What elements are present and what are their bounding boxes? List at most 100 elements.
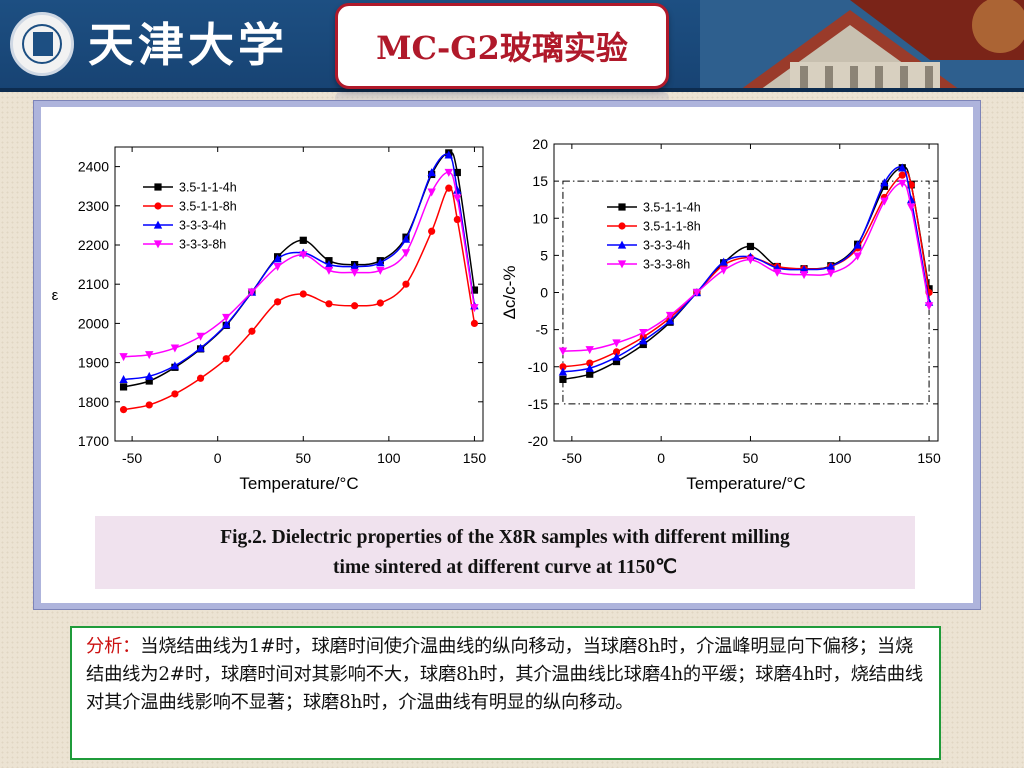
data-point-3-3-3-8h [222,313,231,322]
data-point-3-3-3-8h [826,269,836,278]
data-point-3-3-3-4h [401,234,411,243]
chart-1-frame [114,146,484,442]
chart-1: -50 0 50 100 150 1700 1800 1900 2000 2100 2200 2300… [52,146,487,493]
data-point-3.5-1-1-8h [325,300,333,308]
legend-label: 3-3-3-4h [643,239,690,253]
series-line-3-3-3-8h [562,182,930,352]
data-point-3-3-3-4h [222,320,231,329]
caption-line-1: Fig.2. Dielectric properties of the X8R … [220,526,790,548]
x-tick-label: 150 [463,450,487,466]
x-tick-label: -50 [122,450,142,466]
data-point-3-3-3-8h [880,197,889,206]
data-point-3-3-3-8h [376,266,385,275]
y-tick-label: 2100 [78,276,109,292]
data-point-3.5-1-1-4h [470,286,479,294]
data-point-3.5-1-1-4h [639,340,647,349]
data-point-3-3-3-8h [427,188,436,197]
data-point-3.5-1-1-4h [880,182,889,190]
legend-label: 3-3-3-4h [179,219,226,233]
data-point-3-3-3-4h [196,343,205,352]
data-point-3-3-3-4h [324,260,334,269]
data-point-3.5-1-1-8h [222,355,230,363]
x-tick-label: 100 [828,450,852,466]
y-tick-label: 5 [540,247,548,263]
data-point-3-3-3-4h [719,257,728,266]
data-point-3.5-1-1-8h [559,363,567,371]
data-point-3-3-3-4h [907,195,916,204]
x-axis-label: Temperature/°C [239,474,358,493]
dielectric-charts: -50 0 50 100 1501700180019002000210022002300… [52,136,941,493]
data-point-3.5-1-1-8h [119,406,128,414]
data-point-3-3-3-8h [799,271,809,280]
y-tick-label: -20 [528,433,548,449]
data-point-3-3-3-4h [119,375,128,384]
data-point-3-3-3-8h [145,351,154,360]
data-point-3-3-3-8h [324,266,334,275]
x-tick-label: -50 [562,450,582,466]
data-point-3-3-3-8h [585,346,594,355]
data-point-3-3-3-8h [898,179,907,188]
data-point-3.5-1-1-8h [612,348,621,356]
data-point-3.5-1-1-8h [453,215,461,224]
x-tick-label: 50 [295,450,311,466]
data-point-3-3-3-8h [273,262,282,271]
data-point-3-3-3-8h [746,256,755,265]
data-point-3-3-3-4h [453,185,462,194]
campus-building-photo [700,0,1024,90]
series-line-3-3-3-4h [562,166,930,373]
data-point-3-3-3-4h [612,352,621,361]
y-tick-label: 1800 [78,394,109,410]
data-point-3-3-3-8h [692,288,702,297]
data-point-3.5-1-1-8h [470,319,479,327]
university-seal-logo [10,12,74,76]
data-point-3-3-3-4h [170,361,180,370]
data-point-3-3-3-8h [853,252,862,261]
data-point-3.5-1-1-8h [586,359,594,367]
legend-label: 3.5-1-1-8h [179,200,237,214]
data-point-3-3-3-8h [665,311,675,320]
chart-2-frame [553,143,939,442]
data-point-3.5-1-1-4h [586,370,594,378]
data-point-3-3-3-8h [350,268,359,277]
data-point-3.5-1-1-8h [898,171,906,179]
university-name: 天津大学 [88,18,288,72]
data-point-3.5-1-1-4h [145,377,153,385]
x-tick-label: 0 [657,450,665,466]
y-tick-label: 2400 [78,159,109,175]
data-point-3-3-3-4h [898,163,907,172]
y-tick-label: 0 [540,285,548,301]
data-point-3-3-3-8h [612,339,621,348]
data-point-3-3-3-4h [639,336,648,345]
series-line-3-3-3-8h [123,171,476,358]
x-tick-label: 100 [377,450,401,466]
legend-marker [153,220,163,229]
data-point-3-3-3-8h [773,268,782,277]
legend-label: 3.5-1-1-4h [179,181,237,195]
data-point-3-3-3-4h [665,316,675,325]
data-point-3-3-3-4h [444,150,453,159]
caption-line-2: time sintered at different curve at 1150… [333,556,677,578]
legend-label: 3.5-1-1-8h [643,220,701,234]
data-point-3-3-3-8h [119,353,128,362]
data-point-3.5-1-1-8h [196,374,205,382]
data-point-3-3-3-8h [196,332,205,341]
data-point-3.5-1-1-4h [299,236,307,244]
series-line-3.5-1-1-8h [562,171,930,368]
data-point-3-3-3-8h [299,251,308,260]
series-line-3-3-3-4h [123,153,476,381]
legend-label: 3-3-3-8h [643,258,690,272]
spec-limit-box [562,180,930,405]
data-point-3.5-1-1-8h [428,227,436,235]
data-point-3.5-1-1-8h [376,299,384,307]
analysis-text: 当烧结曲线为1#时，球磨时间使介温曲线的纵向移动，当球磨8h时，介温峰明显向下偏… [86,636,923,713]
figure-caption: Fig.2. Dielectric properties of the X8R … [95,516,915,589]
data-point-3.5-1-1-8h [445,184,453,192]
data-point-3-3-3-8h [907,203,916,212]
data-point-3.5-1-1-4h [119,383,128,391]
data-point-3.5-1-1-4h [612,357,621,366]
data-point-3-3-3-8h [247,288,257,297]
series-line-3.5-1-1-4h [123,151,476,388]
data-point-3-3-3-8h [470,304,479,313]
data-point-3-3-3-4h [853,240,862,249]
data-point-3.5-1-1-8h [171,390,179,398]
